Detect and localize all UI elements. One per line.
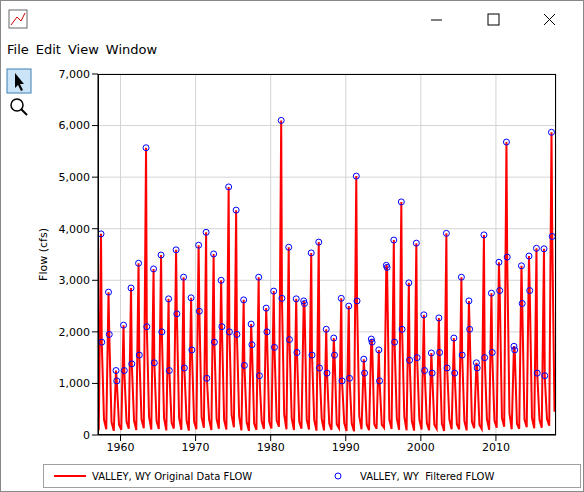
html-text:Window: Window: [105, 42, 158, 57]
svg-text:2000: 2000: [407, 441, 435, 454]
svg-text:2,000: 2,000: [59, 326, 91, 339]
svg-text:Flow (cfs): Flow (cfs): [37, 228, 50, 281]
svg-text:4,000: 4,000: [59, 223, 91, 236]
svg-text:1,000: 1,000: [59, 377, 91, 390]
html-text:VALLEY, WY Filtered FLOW: VALLEY, WY Filtered FLOW: [360, 470, 495, 482]
html-text:Edit: Edit: [35, 42, 61, 57]
html-text:File: File: [7, 42, 29, 57]
svg-text:1970: 1970: [182, 441, 210, 454]
svg-text:2010: 2010: [482, 441, 510, 454]
svg-text:6,000: 6,000: [59, 119, 91, 132]
svg-text:5,000: 5,000: [59, 171, 91, 184]
svg-text:1960: 1960: [107, 441, 135, 454]
html-text:VALLEY, WY Original Data FLOW: VALLEY, WY Original Data FLOW: [92, 470, 253, 482]
svg-text:7,000: 7,000: [59, 68, 91, 81]
html-text:View: View: [68, 42, 99, 57]
svg-text:3,000: 3,000: [59, 274, 91, 287]
svg-text:1980: 1980: [257, 441, 285, 454]
svg-text:1990: 1990: [332, 441, 360, 454]
svg-text:0: 0: [83, 429, 90, 442]
